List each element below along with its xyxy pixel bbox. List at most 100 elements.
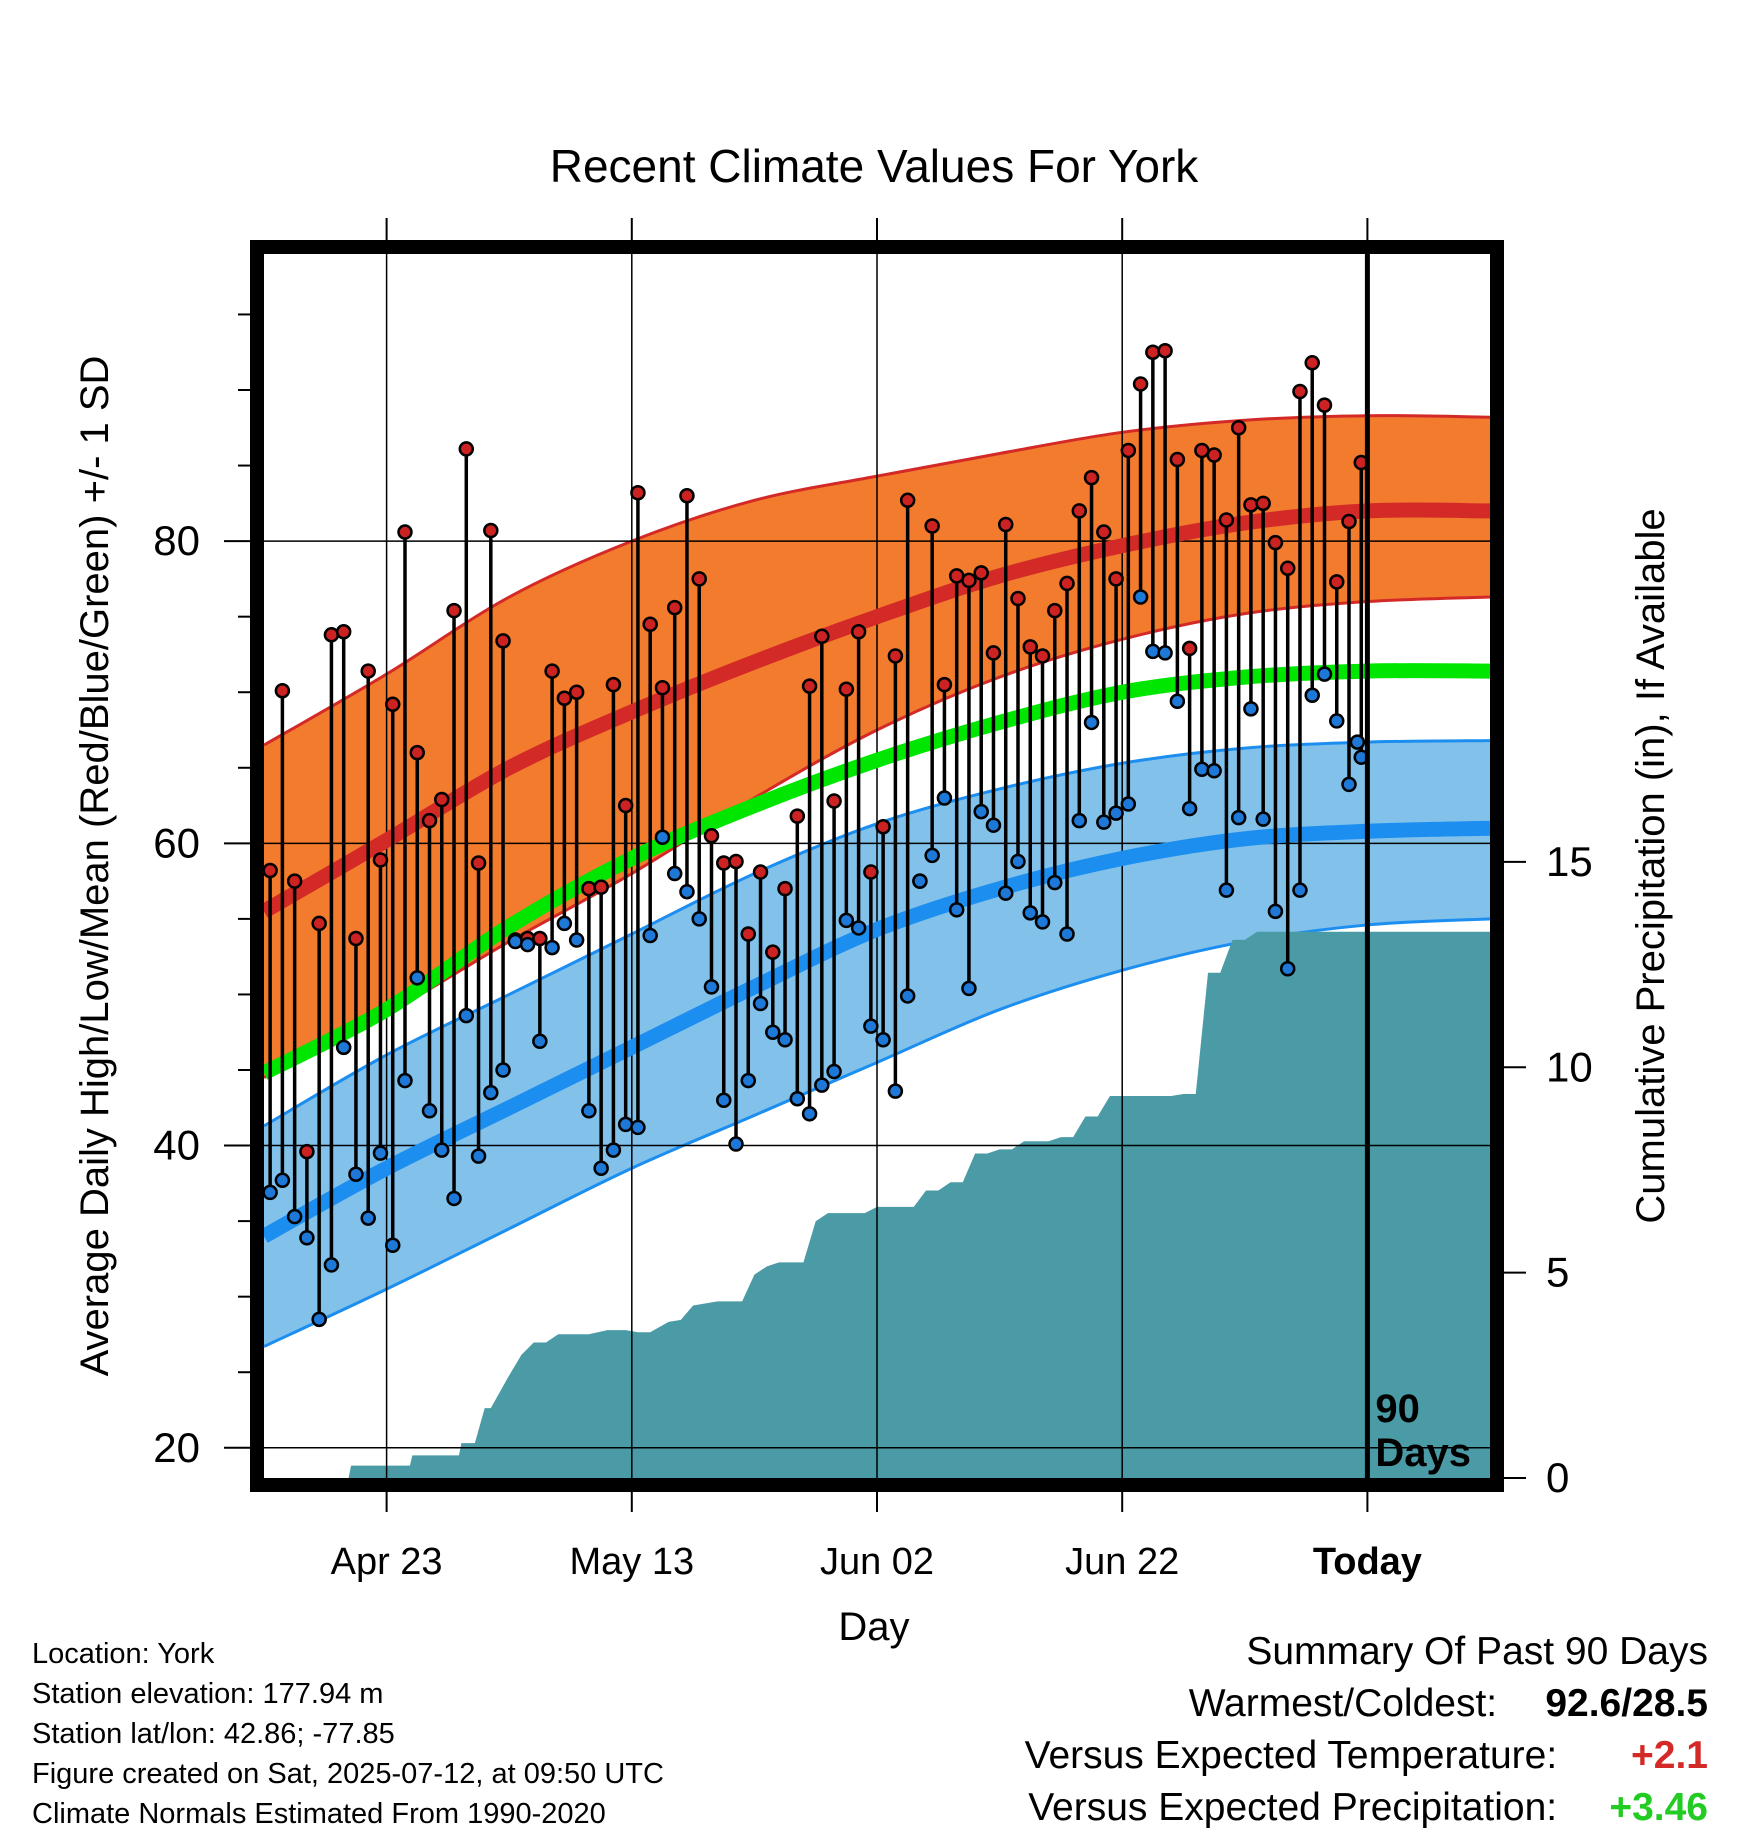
daily-high-point xyxy=(863,864,879,880)
daily-high-point xyxy=(1267,534,1284,551)
daily-low-point xyxy=(1071,812,1088,829)
daily-high-point xyxy=(1059,575,1075,592)
daily-low-point xyxy=(1034,914,1051,930)
x-tick-label: Jun 02 xyxy=(820,1541,934,1583)
daily-low-point xyxy=(409,970,425,986)
daily-low-point xyxy=(1108,805,1124,821)
daily-low-point xyxy=(372,1145,389,1161)
precip-value: +3.46 xyxy=(1609,1786,1708,1829)
daily-low-point xyxy=(556,915,573,932)
daily-low-point xyxy=(899,988,916,1004)
daily-high-point xyxy=(838,681,855,697)
daily-low-point xyxy=(1218,882,1235,898)
daily-low-point xyxy=(446,1190,462,1207)
daily-low-point xyxy=(691,911,707,927)
daily-low-point xyxy=(470,1148,487,1164)
chart-title: Recent Climate Values For York xyxy=(550,140,1200,192)
daily-low-point xyxy=(1292,882,1308,898)
y-tick-label: 80 xyxy=(153,517,200,564)
daily-high-point xyxy=(605,676,622,693)
daily-low-point xyxy=(1047,874,1063,891)
daily-high-point xyxy=(1341,513,1357,530)
daily-low-point xyxy=(1083,714,1100,731)
daily-high-point xyxy=(532,930,548,947)
marker-label-days: Days xyxy=(1375,1431,1471,1475)
daily-low-point xyxy=(850,920,867,936)
daily-high-point xyxy=(1157,342,1173,359)
daily-high-point xyxy=(936,676,953,693)
daily-low-point xyxy=(912,873,928,889)
created-text: Figure created on Sat, 2025-07-12, at 09… xyxy=(32,1758,664,1790)
daily-high-point xyxy=(593,879,609,895)
daily-high-point xyxy=(1022,639,1038,655)
low-normal-line xyxy=(264,820,1490,1243)
daily-high-point xyxy=(716,855,732,871)
daily-low-point xyxy=(716,1092,732,1108)
daily-low-point xyxy=(1022,905,1038,921)
daily-low-point xyxy=(777,1032,793,1048)
daily-high-point xyxy=(765,944,781,960)
precip-row: Versus Expected Precipitation: +3.46 xyxy=(1025,1782,1708,1834)
high-sd-band xyxy=(264,415,1490,1078)
daily-high-point xyxy=(679,488,695,504)
daily-high-point xyxy=(446,602,462,619)
daily-low-point xyxy=(838,912,855,929)
daily-low-point xyxy=(997,885,1014,901)
daily-high-point xyxy=(556,690,573,707)
daily-high-point xyxy=(434,791,450,808)
daily-high-point xyxy=(1132,376,1149,392)
daily-low-point xyxy=(703,979,720,995)
daily-low-point xyxy=(1145,643,1161,660)
y2-tick-label: 15 xyxy=(1546,838,1593,885)
daily-low-point xyxy=(863,1018,879,1034)
daily-low-point xyxy=(936,790,953,806)
summary-panel: Summary Of Past 90 Days Warmest/Coldest:… xyxy=(1025,1626,1708,1834)
daily-high-point xyxy=(1010,590,1026,607)
daily-low-point xyxy=(666,865,683,882)
elevation-text: Station elevation: 177.94 m xyxy=(32,1678,384,1710)
daily-high-point xyxy=(544,663,560,679)
daily-high-point xyxy=(1034,648,1051,664)
daily-high-point xyxy=(654,679,671,696)
daily-high-point xyxy=(997,516,1014,533)
daily-high-point xyxy=(1279,560,1296,577)
daily-high-point xyxy=(1169,451,1186,468)
daily-low-point xyxy=(801,1106,818,1122)
latlon-text: Station lat/lon: 42.86; -77.85 xyxy=(32,1718,395,1750)
daily-low-point xyxy=(360,1210,376,1226)
daily-high-point xyxy=(1145,344,1161,360)
daily-low-point xyxy=(789,1090,806,1107)
daily-low-point xyxy=(1304,687,1320,703)
daily-high-point xyxy=(1206,447,1222,463)
daily-high-point xyxy=(850,624,867,640)
axis-ticks xyxy=(224,218,1526,1512)
daily-low-point xyxy=(642,927,658,944)
daily-low-point xyxy=(826,1063,842,1080)
y-tick-labels: 20 40 60 80 xyxy=(153,517,200,1471)
x-tick-label: Apr 23 xyxy=(331,1541,443,1583)
daily-low-point xyxy=(654,829,671,846)
daily-high-point xyxy=(1096,524,1112,540)
daily-high-point xyxy=(887,648,904,664)
y-tick-label: 20 xyxy=(153,1424,200,1471)
daily-high-point xyxy=(961,572,977,589)
daily-high-point xyxy=(335,624,352,640)
daily-high-point xyxy=(323,627,340,643)
daily-low-point xyxy=(1120,796,1137,812)
daily-high-point xyxy=(740,926,757,942)
location-text: Location: York xyxy=(32,1638,215,1670)
daily-low-point xyxy=(581,1103,597,1119)
daily-low-point xyxy=(532,1033,548,1050)
daily-low-point xyxy=(1096,814,1112,830)
daily-low-point xyxy=(421,1103,438,1119)
x-tick-label: May 13 xyxy=(569,1541,694,1583)
warm-cold-row: Warmest/Coldest: 92.6/28.5 xyxy=(1025,1678,1708,1730)
daily-high-point xyxy=(421,812,438,829)
daily-low-point xyxy=(765,1024,781,1040)
daily-low-point xyxy=(274,1172,291,1189)
daily-high-point xyxy=(801,678,818,694)
daily-high-point xyxy=(1304,355,1320,371)
daily-low-point xyxy=(286,1208,303,1225)
daily-high-point xyxy=(985,645,1002,661)
